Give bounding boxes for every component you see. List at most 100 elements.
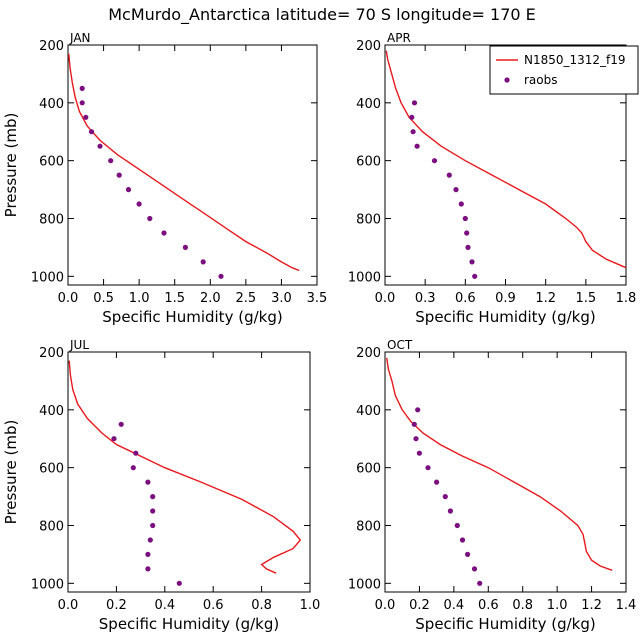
- y-tick-label: 400: [356, 97, 381, 112]
- panel-title: JUL: [69, 338, 89, 352]
- raobs-point: [200, 259, 206, 265]
- x-tick-label: 0.4: [444, 598, 465, 613]
- raobs-point: [469, 259, 475, 265]
- y-tick-label: 1000: [348, 270, 381, 285]
- raobs-point: [218, 273, 224, 279]
- raobs-point: [150, 522, 156, 529]
- panel-jul: JUL 0.0 0.2 0.4 0.6 0.8 1.0 200 400 600 800 1000 Spe…: [2, 338, 320, 633]
- y-tick-label: 1000: [348, 577, 381, 592]
- raobs-point: [425, 465, 431, 471]
- raobs-point: [83, 114, 89, 120]
- y-axis-label: Pressure (mb): [2, 113, 20, 218]
- legend-box: [489, 45, 639, 95]
- raobs-point: [416, 450, 422, 456]
- raobs-point: [477, 580, 483, 586]
- x-tick-label: 1.4: [616, 598, 637, 613]
- x-tick-label: 1.5: [575, 291, 596, 306]
- raobs-point: [459, 537, 466, 543]
- y-tick-label: 200: [356, 346, 381, 361]
- x-axis-label: Specific Humidity (g/kg): [102, 308, 282, 326]
- x-tick-label: 0.8: [251, 598, 272, 613]
- x-axis-label: Specific Humidity (g/kg): [415, 615, 595, 633]
- x-tick-label: 1.0: [129, 291, 150, 306]
- raobs-point: [147, 537, 153, 543]
- x-tick-label: 0.6: [203, 598, 224, 613]
- x-tick-label: 0.0: [58, 291, 79, 306]
- raobs-point: [409, 114, 415, 120]
- raobs-point: [79, 100, 85, 106]
- y-tick-label: 600: [356, 462, 381, 477]
- panel-title: OCT: [387, 338, 413, 352]
- y-tick-label: 800: [39, 212, 64, 227]
- x-axis-label: Specific Humidity (g/kg): [99, 615, 279, 633]
- raobs-point: [145, 566, 151, 572]
- y-tick-label: 600: [356, 155, 381, 170]
- model-profile-line: [68, 53, 300, 272]
- raobs-point: [118, 421, 124, 427]
- panel-title: JAN: [69, 31, 91, 45]
- raobs-point: [79, 85, 85, 91]
- raobs-point: [136, 201, 142, 207]
- raobs-point: [454, 522, 460, 529]
- y-tick-label: 400: [356, 404, 381, 419]
- raobs-point: [453, 187, 459, 193]
- y-tick-label: 200: [356, 39, 381, 54]
- plot-frame: [67, 44, 318, 286]
- raobs-point: [150, 508, 156, 514]
- legend-obs-label: raobs: [524, 73, 558, 87]
- raobs-point: [176, 580, 182, 586]
- x-tick-label: 3.0: [271, 291, 292, 306]
- raobs-point: [415, 407, 421, 413]
- raobs-point: [414, 143, 420, 149]
- x-tick-label: 1.5: [164, 291, 185, 306]
- x-tick-label: 0.5: [93, 291, 114, 306]
- raobs-point: [447, 508, 453, 514]
- model-profile-line: [385, 50, 627, 269]
- x-tick-label: 0.0: [375, 598, 396, 613]
- raobs-point: [472, 273, 478, 279]
- model-profile-line: [386, 357, 613, 571]
- raobs-point: [434, 479, 440, 485]
- model-profile-line: [68, 360, 302, 574]
- panel-jan: JAN 0.0 0.5 1.0 1.5 2.0 2.5 3.0 3.5 200 400 600 800 1…: [2, 31, 327, 326]
- raobs-point: [471, 566, 478, 572]
- y-axis-label: Pressure (mb): [2, 420, 20, 525]
- raobs-point: [125, 187, 132, 193]
- raobs-point: [116, 172, 122, 178]
- x-tick-label: 1.0: [300, 598, 321, 613]
- x-tick-label: 0.6: [455, 291, 476, 306]
- plot-frame: [384, 351, 627, 593]
- legend-obs-swatch: [504, 77, 510, 83]
- x-tick-label: 2.0: [200, 291, 221, 306]
- legend-model-label: N1850_1312_f19: [524, 53, 626, 67]
- x-axis-label: Specific Humidity (g/kg): [415, 308, 595, 326]
- raobs-point: [465, 244, 471, 250]
- x-tick-label: 1.2: [581, 598, 602, 613]
- x-tick-label: 0.0: [375, 291, 396, 306]
- panel-title: APR: [387, 31, 411, 45]
- y-tick-label: 200: [39, 346, 64, 361]
- x-tick-label: 1.8: [616, 291, 637, 306]
- panel-oct: OCT 0.0 0.2 0.4 0.6 0.8 1.0 1.2 1.4 200 400 600 800 1…: [348, 338, 636, 633]
- raobs-point: [446, 172, 452, 178]
- x-tick-label: 0.8: [512, 598, 533, 613]
- raobs-point: [464, 230, 470, 236]
- raobs-point: [462, 215, 468, 222]
- raobs-point: [182, 244, 188, 250]
- x-tick-label: 0.3: [415, 291, 436, 306]
- raobs-point: [145, 551, 151, 558]
- x-tick-label: 1.2: [535, 291, 556, 306]
- y-tick-label: 400: [39, 404, 64, 419]
- x-tick-label: 0.9: [495, 291, 516, 306]
- raobs-point: [410, 129, 416, 135]
- x-tick-label: 0.0: [58, 598, 79, 613]
- x-tick-label: 2.5: [236, 291, 257, 306]
- raobs-point: [458, 201, 464, 207]
- raobs-point: [442, 494, 448, 500]
- x-tick-label: 1.0: [547, 598, 568, 613]
- raobs-point: [108, 158, 114, 164]
- raobs-point: [411, 421, 417, 427]
- y-tick-label: 800: [356, 212, 381, 227]
